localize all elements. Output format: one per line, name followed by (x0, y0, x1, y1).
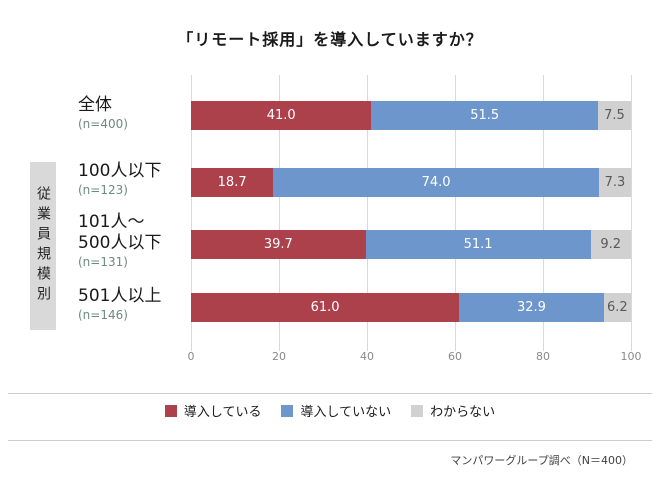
category-label: 101人～ (78, 212, 145, 232)
bar-segment: 39.7 (191, 230, 366, 259)
bar-segment: 7.3 (598, 168, 631, 197)
bar-segment: 9.2 (590, 230, 631, 259)
x-tick-label: 80 (536, 350, 550, 363)
sample-size-label: (n=131) (78, 255, 128, 269)
gridline (191, 75, 192, 351)
legend-item: わからない (411, 401, 495, 420)
value-label: 51.1 (463, 237, 493, 252)
category-label-block: 全体 (n=400) (78, 95, 128, 132)
gridline (279, 75, 280, 351)
x-tick-label: 100 (620, 350, 642, 363)
legend-divider-top (8, 393, 652, 394)
legend-label: わからない (430, 405, 496, 420)
bar-segment: 32.9 (459, 293, 604, 322)
bar-row: 61.0 32.9 6.2 (191, 293, 631, 322)
bar-row: 39.7 51.1 9.2 (191, 230, 631, 259)
gridline (631, 75, 632, 351)
value-label: 9.2 (600, 237, 622, 252)
bar-segment: 51.5 (371, 101, 598, 130)
category-labels: 全体 (n=400) 100人以下 (n=123) 101人～ 500人以下 (n=131)… (78, 75, 188, 345)
x-axis: 0 20 40 60 80 100 (188, 350, 642, 364)
value-label: 18.7 (217, 175, 247, 190)
gridline (455, 75, 456, 351)
value-label: 6.2 (607, 300, 628, 315)
legend-label: 導入していない (300, 405, 392, 420)
sample-size-label: (n=123) (78, 183, 128, 197)
bar-segment: 74.0 (273, 168, 599, 197)
category-label-block: 101人～ 500人以下 (n=131) (78, 212, 161, 270)
gridline (367, 75, 368, 351)
legend-swatch-icon (281, 404, 294, 417)
value-label: 61.0 (310, 300, 340, 315)
legend-label: 導入している (183, 405, 262, 420)
category-label: 501人以上 (78, 286, 162, 306)
bar-row: 41.0 51.5 7.5 (191, 101, 631, 130)
gridline (543, 75, 544, 351)
bar-segment: 51.1 (365, 230, 591, 259)
legend-swatch-icon (164, 404, 177, 417)
x-tick-label: 20 (272, 350, 286, 363)
sample-size-label: (n=146) (78, 308, 128, 322)
chart-title: 「リモート採用」を導入していますか？ (177, 30, 483, 49)
sample-size-label: (n=400) (78, 117, 128, 131)
value-label: 39.7 (263, 237, 293, 252)
value-label: 7.3 (604, 175, 626, 190)
bar-segment: 41.0 (191, 101, 372, 130)
value-label: 41.0 (266, 108, 296, 123)
bar-row: 18.7 74.0 7.3 (191, 168, 631, 197)
category-label: 500人以下 (78, 233, 162, 253)
category-label-block: 100人以下 (n=123) (78, 161, 161, 198)
legend-item: 導入している (164, 401, 262, 420)
plot-area: 41.0 51.5 7.5 18.7 74.0 7.3 39.7 51.1 9.2 61.0 32.… (191, 75, 632, 351)
bar-segment: 18.7 (191, 168, 274, 197)
value-label: 74.0 (421, 175, 451, 190)
category-label: 全体 (78, 95, 112, 115)
legend-divider-bottom (8, 440, 652, 441)
x-tick-label: 0 (187, 350, 195, 363)
category-label: 100人以下 (78, 161, 162, 181)
category-label-block: 501人以上 (n=146) (78, 286, 161, 323)
side-axis-label: 従業員規模別 (30, 162, 56, 330)
bar-segment: 61.0 (191, 293, 460, 322)
x-tick-label: 60 (448, 350, 462, 363)
legend-item: 導入していない (281, 401, 391, 420)
legend: 導入している 導入していない わからない (0, 401, 660, 420)
value-label: 7.5 (604, 108, 625, 123)
value-label: 51.5 (470, 108, 500, 123)
x-tick-label: 40 (360, 350, 374, 363)
bar-segment: 6.2 (603, 293, 631, 322)
value-label: 32.9 (516, 300, 546, 315)
legend-swatch-icon (411, 404, 424, 417)
footer-source-note: マンパワーグループ調べ（N＝400） (450, 454, 633, 467)
bar-segment: 7.5 (597, 101, 631, 130)
